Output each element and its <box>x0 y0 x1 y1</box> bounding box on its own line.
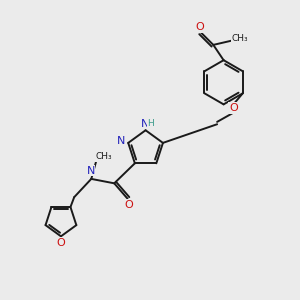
Text: O: O <box>124 200 133 209</box>
Text: H: H <box>148 119 154 128</box>
Text: N: N <box>141 119 149 129</box>
Text: O: O <box>195 22 204 32</box>
Text: CH₃: CH₃ <box>232 34 248 43</box>
Text: N: N <box>86 166 95 176</box>
Text: O: O <box>57 238 65 248</box>
Text: CH₃: CH₃ <box>96 152 112 161</box>
Text: N: N <box>117 136 125 146</box>
Text: O: O <box>229 103 238 113</box>
